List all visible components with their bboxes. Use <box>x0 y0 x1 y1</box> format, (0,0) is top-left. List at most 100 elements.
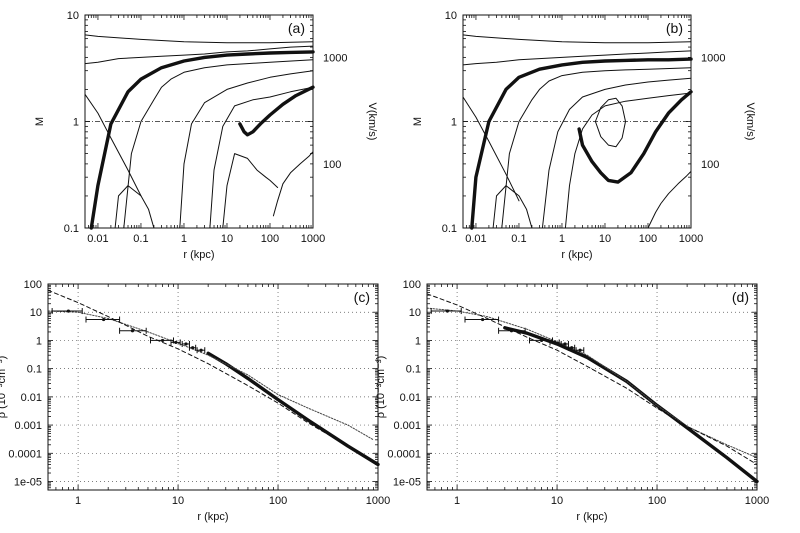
y-tick-label: 0.1 <box>442 223 457 235</box>
x-tick-label: 1 <box>559 233 565 245</box>
right-tick-label: 100 <box>701 159 719 171</box>
y-tick-label: 0.1 <box>64 223 79 235</box>
series-thick-line-0 <box>89 50 315 230</box>
x-tick-label: 10 <box>599 233 611 245</box>
plot-frame <box>462 14 692 229</box>
series-thin-line-6 <box>541 77 692 229</box>
x-tick-label: 0.1 <box>511 233 526 245</box>
series-thick-line-0 <box>503 326 759 484</box>
data-point <box>481 317 485 322</box>
series-thick-line-1 <box>577 90 693 184</box>
series-thin-line-9 <box>647 170 692 229</box>
y-tick-label: 100 <box>403 279 421 291</box>
y-tick-label: 0.0001 <box>8 448 42 460</box>
y-tick-label: 1 <box>451 117 457 129</box>
series-thin-line-2 <box>84 34 314 44</box>
series-thin-line-8 <box>594 97 626 148</box>
data-point <box>578 348 582 352</box>
x-tick-label: 1000 <box>366 495 390 507</box>
data-point <box>553 340 557 345</box>
x-axis-label: r (kpc) <box>183 249 214 261</box>
y-tick-label: 1 <box>415 335 421 347</box>
chart-panel-a: 0.01 0.1 1 10 100 1000 0.1 1 10 1000 100 r (kpc) M V(… <box>34 10 378 261</box>
data-point <box>509 329 514 333</box>
panel-label: (d) <box>732 289 749 305</box>
data-point <box>539 338 544 343</box>
data-point <box>160 338 165 343</box>
series-thin-line-10 <box>114 185 155 229</box>
panel-label: (c) <box>354 289 370 305</box>
right-tick-label: 100 <box>323 159 341 171</box>
x-axis-label: r (kpc) <box>576 511 607 523</box>
right-axis-label: V(km/s) <box>366 103 378 141</box>
x-tick-label: 100 <box>639 233 657 245</box>
x-axis-label: r (kpc) <box>197 511 228 523</box>
right-axis-label: V(km/s) <box>744 103 756 141</box>
x-tick-label: 0.01 <box>87 233 108 245</box>
data-point <box>191 346 195 350</box>
y-tick-label: 10 <box>409 307 421 319</box>
series-thin-line-7 <box>209 86 314 229</box>
series-thin-line-7 <box>564 92 692 229</box>
series-thin-line-5 <box>501 67 692 229</box>
y-tick-label: 1e-05 <box>14 477 42 489</box>
series-thin-line-2 <box>462 34 692 44</box>
y-tick-label: 0.01 <box>400 392 421 404</box>
y-tick-label: 10 <box>445 10 457 22</box>
y-tick-label: 1 <box>73 117 79 129</box>
x-tick-label: 10 <box>172 495 184 507</box>
plot-frame <box>426 283 758 491</box>
y-tick-label: 0.1 <box>27 364 42 376</box>
data-point <box>66 309 71 313</box>
y-tick-label: 10 <box>30 307 42 319</box>
series-dashed-line-2 <box>47 289 379 465</box>
series-thin-line-8 <box>222 153 279 229</box>
series-thin-line-3 <box>84 45 314 65</box>
panel-label: (b) <box>666 20 683 36</box>
y-tick-label: 0.001 <box>393 420 421 432</box>
y-tick-label: 0.01 <box>21 392 42 404</box>
y-axis-label: ρ (10⁻³cm⁻³) <box>0 356 8 418</box>
x-tick-label: 1000 <box>301 233 325 245</box>
data-point <box>184 342 188 346</box>
series-thin-line-4 <box>462 96 520 202</box>
series-thin-line-3 <box>462 50 692 66</box>
chart-panel-b: 0.01 0.1 1 10 100 1000 0.1 1 10 1000 100 r (kpc) M V(… <box>412 10 756 261</box>
y-tick-label: 100 <box>24 279 42 291</box>
series-thin-line-9 <box>272 151 314 217</box>
right-tick-label: 1000 <box>701 52 725 64</box>
y-axis-label: M <box>412 117 424 126</box>
x-tick-label: 0.1 <box>133 233 148 245</box>
x-tick-label: 10 <box>551 495 563 507</box>
chart-panel-d: 1 10 100 1000 100 10 1 0.1 0.01 0.001 0.0001 1e-05 r… <box>375 279 769 523</box>
series-thin-line-10 <box>492 185 533 229</box>
chart-panel-c: 1 10 100 1000 100 10 1 0.1 0.01 0.001 0.0001 1e-05 r… <box>0 279 390 523</box>
x-tick-label: 0.01 <box>465 233 486 245</box>
y-tick-label: 1e-05 <box>393 477 421 489</box>
x-tick-label: 1 <box>181 233 187 245</box>
y-axis-label: M <box>34 117 46 126</box>
x-tick-label: 1 <box>75 495 81 507</box>
series-thin-line-5 <box>123 59 314 229</box>
series-dotted-line-1 <box>47 310 374 441</box>
x-tick-label: 1000 <box>679 233 703 245</box>
y-tick-label: 0.0001 <box>387 448 421 460</box>
y-tick-label: 0.1 <box>406 364 421 376</box>
y-axis-label: ρ (10⁻³cm⁻³) <box>375 356 387 418</box>
x-tick-label: 100 <box>648 495 666 507</box>
data-point <box>445 309 450 313</box>
x-tick-label: 1000 <box>745 495 769 507</box>
plot-frame <box>84 14 314 229</box>
y-tick-label: 10 <box>67 10 79 22</box>
series-thick-line-0 <box>206 351 380 467</box>
y-tick-label: 0.001 <box>14 420 42 432</box>
x-tick-label: 100 <box>269 495 287 507</box>
series-dotted-line-1 <box>426 307 758 459</box>
right-tick-label: 1000 <box>323 52 347 64</box>
data-point <box>130 329 135 333</box>
series-thin-line-6 <box>179 70 314 229</box>
x-tick-label: 1 <box>454 495 460 507</box>
y-tick-label: 1 <box>36 335 42 347</box>
x-axis-label: r (kpc) <box>561 249 592 261</box>
